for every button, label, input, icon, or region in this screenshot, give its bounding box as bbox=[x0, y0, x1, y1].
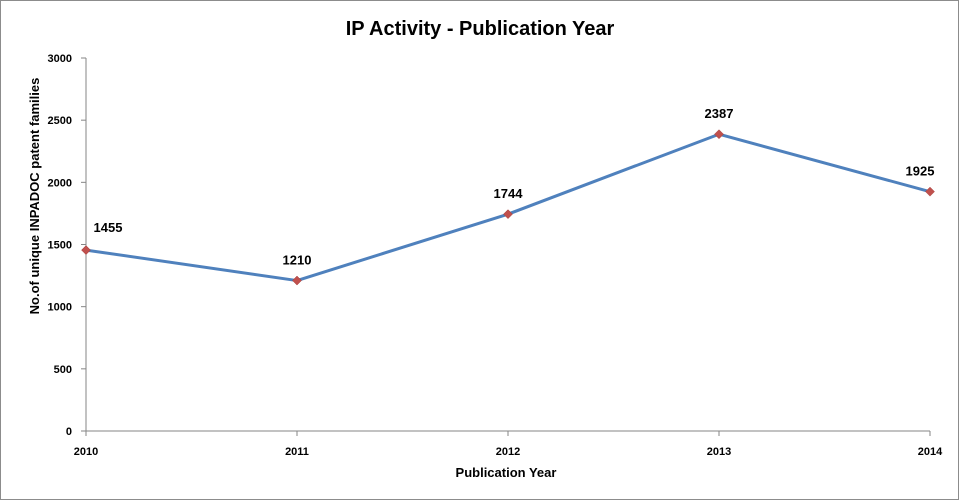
data-label: 2387 bbox=[705, 106, 734, 121]
x-axis-title: Publication Year bbox=[456, 465, 557, 480]
data-point-marker bbox=[81, 245, 91, 255]
data-label: 1925 bbox=[906, 164, 935, 179]
data-label: 1744 bbox=[494, 186, 524, 201]
x-tick-label: 2010 bbox=[74, 446, 98, 458]
x-axis-ticks: 2010 2011 2012 2013 2014 bbox=[74, 431, 943, 458]
y-axis-ticks: 0 500 1000 1500 2000 2500 3000 bbox=[48, 53, 86, 438]
y-tick-label: 0 bbox=[66, 426, 72, 438]
y-tick-label: 1000 bbox=[48, 302, 72, 314]
x-tick-label: 2012 bbox=[496, 446, 520, 458]
chart-title: IP Activity - Publication Year bbox=[346, 18, 615, 40]
y-tick-label: 3000 bbox=[48, 53, 72, 65]
data-point-marker bbox=[925, 186, 935, 197]
data-labels: 1455 1210 1744 2387 1925 bbox=[94, 106, 935, 267]
x-tick-label: 2014 bbox=[918, 446, 943, 458]
x-tick-label: 2011 bbox=[285, 446, 309, 458]
data-point-marker bbox=[714, 129, 724, 140]
data-point-marker bbox=[503, 209, 513, 220]
y-tick-label: 500 bbox=[54, 364, 72, 376]
data-point-marker bbox=[292, 275, 302, 286]
data-label: 1455 bbox=[94, 220, 123, 235]
data-label: 1210 bbox=[283, 253, 312, 268]
series-line bbox=[85, 132, 931, 283]
y-axis-title: No.of unique INPADOC patent families bbox=[27, 78, 42, 315]
y-tick-label: 1500 bbox=[48, 240, 72, 252]
y-tick-label: 2500 bbox=[48, 115, 72, 127]
data-markers bbox=[81, 129, 935, 286]
x-tick-label: 2013 bbox=[707, 446, 731, 458]
y-tick-label: 2000 bbox=[48, 177, 72, 189]
